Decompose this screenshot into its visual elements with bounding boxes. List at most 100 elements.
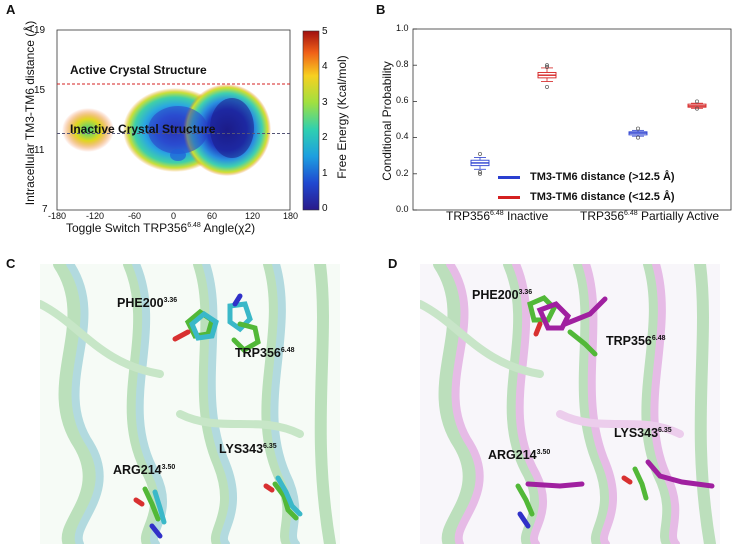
- panel-a-letter: A: [6, 2, 16, 17]
- d-residue-arg: [515, 481, 585, 529]
- legend-swatch-blue: [498, 175, 520, 179]
- a-xlabel-end: Angle(χ2): [200, 221, 256, 235]
- d-residue-lys: [621, 459, 715, 501]
- conditional-probability-boxplot: [412, 28, 732, 211]
- cb-tick-1: 1: [322, 168, 328, 179]
- a-xtick-60: 60: [207, 211, 218, 221]
- b-ytick-0.4: 0.4: [396, 131, 409, 141]
- a-xtick-120: 120: [245, 211, 261, 221]
- d-phe-main: PHE200: [472, 288, 519, 302]
- b-ytick-0.8: 0.8: [396, 59, 409, 69]
- c-label-lys: LYS3436.35: [219, 442, 277, 456]
- b-g1-end: Inactive: [503, 209, 549, 223]
- c-label-arg: ARG2143.50: [113, 463, 175, 477]
- box-3: [687, 99, 707, 111]
- free-energy-heatmap: [56, 29, 320, 211]
- a-xlabel-sup: 6.48: [187, 222, 201, 229]
- cb-tick-5: 5: [322, 26, 328, 37]
- d-lys-main: LYS343: [614, 426, 659, 440]
- panel-c-letter: C: [6, 256, 16, 271]
- box-1-outlier-1: [545, 65, 549, 69]
- a-ytick-19: 19: [34, 25, 46, 36]
- cb-tick-3: 3: [322, 97, 328, 108]
- d-label-trp: TRP3566.48: [606, 334, 665, 348]
- box-1-outlier-2: [545, 63, 549, 68]
- a-xtick-0: 0: [171, 211, 177, 221]
- b-ytick-0.2: 0.2: [396, 168, 409, 178]
- b-ytick-1.0: 1.0: [396, 23, 409, 33]
- c-arg-sup: 3.50: [161, 463, 176, 471]
- c-label-phe: PHE2003.36: [117, 296, 177, 310]
- box-0-outlier-1: [478, 171, 482, 176]
- c-trp-main: TRP356: [235, 346, 281, 360]
- inactive-crystal-label: Inactive Crystal Structure: [70, 122, 216, 136]
- a-ytick-7: 7: [42, 204, 48, 215]
- cb-tick-0: 0: [322, 203, 328, 214]
- legend-label-gt: TM3-TM6 distance (>12.5 Å): [530, 171, 675, 183]
- energy-landscape: [62, 84, 271, 176]
- c-phe-sup: 3.36: [163, 296, 178, 304]
- legend-label-lt: TM3-TM6 distance (<12.5 Å): [530, 191, 675, 203]
- c-lys-main: LYS343: [219, 442, 264, 456]
- a-xtick-n180: -180: [48, 211, 67, 221]
- d-label-arg: ARG2143.50: [488, 448, 550, 462]
- box-3-outlier-0: [695, 106, 699, 111]
- a-ytick-11: 11: [34, 145, 45, 156]
- box-0: [470, 151, 490, 176]
- legend-swatch-red: [498, 195, 520, 199]
- d-trp-main: TRP356: [606, 334, 652, 348]
- panel-d-structure: [420, 264, 720, 544]
- c-residue-trp: [227, 293, 261, 354]
- colorbar: [302, 30, 320, 211]
- d-arg-main: ARG214: [488, 448, 537, 462]
- d-helices: [420, 264, 716, 544]
- boxplot-frame: [412, 28, 732, 211]
- b-ytick-0.0: 0.0: [396, 204, 409, 214]
- panel-a-xlabel: Toggle Switch TRP3566.48 Angle(χ2): [66, 221, 255, 235]
- b-legend: TM3-TM6 distance (>12.5 Å) TM3-TM6 dista…: [498, 167, 675, 207]
- box-0-outlier-2: [478, 151, 482, 156]
- c-phe-main: PHE200: [117, 296, 164, 310]
- a-xtick-n60: -60: [128, 211, 142, 221]
- box-2-outlier-0: [636, 135, 640, 140]
- a-xtick-180: 180: [283, 211, 299, 221]
- c-residue-arg: [133, 486, 167, 539]
- b-g1-main: TRP356: [446, 209, 491, 223]
- panel-b-ylabel: Conditional Probability: [380, 61, 394, 181]
- box-1-outlier-0: [545, 84, 549, 89]
- panel-b-letter: B: [376, 2, 386, 17]
- c-residue-phe: [172, 308, 219, 342]
- a-xtick-n120: -120: [86, 211, 105, 221]
- box-3-outlier-1: [695, 99, 699, 104]
- c-label-trp: TRP3566.48: [235, 346, 294, 360]
- b-g2-main: TRP356: [580, 209, 625, 223]
- b-group1-label: TRP3566.48 Inactive: [446, 209, 548, 223]
- b-ytick-0.6: 0.6: [396, 95, 409, 105]
- c-arg-main: ARG214: [113, 463, 162, 477]
- box-1: [537, 63, 557, 89]
- cb-tick-4: 4: [322, 61, 328, 72]
- box-2-outlier-1: [636, 126, 640, 131]
- b-group2-label: TRP3566.48 Partially Active: [580, 209, 719, 223]
- d-lys-sup: 6.35: [658, 426, 672, 434]
- c-trp-sup: 6.48: [280, 346, 295, 354]
- d-trp-sup: 6.48: [651, 334, 666, 342]
- panel-c-structure: [40, 264, 340, 544]
- d-label-phe: PHE2003.36: [472, 288, 532, 302]
- legend-item-lt: TM3-TM6 distance (<12.5 Å): [498, 187, 675, 207]
- d-phe-sup: 3.36: [518, 288, 533, 296]
- d-label-lys: LYS3436.35: [614, 426, 672, 440]
- b-g2-sup: 6.48: [624, 210, 638, 217]
- d-residue-phe: [527, 295, 608, 357]
- panel-d-letter: D: [388, 256, 398, 271]
- box-2: [628, 126, 648, 140]
- legend-item-gt: TM3-TM6 distance (>12.5 Å): [498, 167, 675, 187]
- cb-tick-2: 2: [322, 132, 328, 143]
- a-ytick-15: 15: [34, 85, 46, 96]
- a-xlabel-main: Toggle Switch TRP356: [66, 221, 188, 235]
- box-0-outlier-0: [478, 170, 482, 174]
- d-arg-sup: 3.50: [536, 448, 551, 456]
- b-g1-sup: 6.48: [490, 210, 504, 217]
- panel-b-ylabel-wrap: Conditional Probability: [380, 40, 394, 200]
- c-lys-sup: 6.35: [263, 442, 277, 450]
